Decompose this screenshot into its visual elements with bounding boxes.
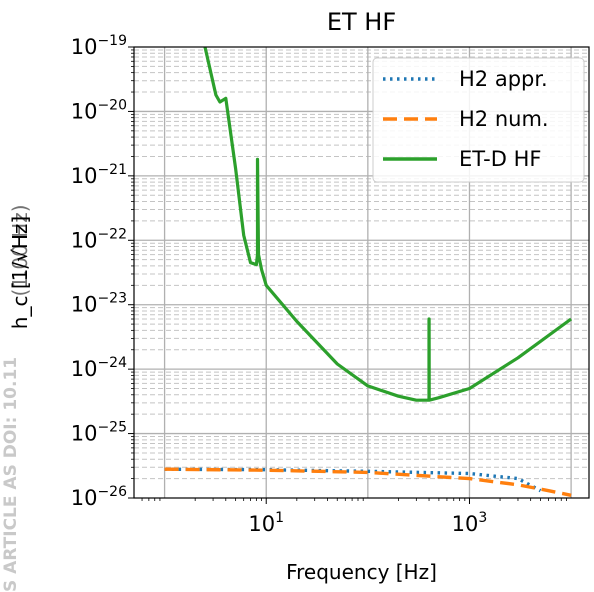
- axis-ticks: 10−19 10−20 10−21 10−22 10−23 10−24 10−25 10−26…: [71, 33, 567, 536]
- y-tick-label: 10−22: [71, 226, 127, 252]
- y-tick-label: 10−26: [71, 484, 127, 510]
- y-tick-label: 10−24: [71, 355, 127, 381]
- plot-lines: [164, 47, 573, 497]
- y-tick-label: 10−20: [71, 97, 127, 123]
- legend-label: H2 num.: [459, 107, 549, 131]
- x-axis-label: Frequency [Hz]: [286, 560, 437, 584]
- legend-label: ET-D HF: [459, 147, 541, 171]
- y-tick-label: 10−23: [71, 291, 127, 317]
- y-tick-label: 10−19: [71, 33, 127, 59]
- y-tick-label: 10−21: [71, 162, 127, 188]
- series-line-2: [164, 467, 572, 497]
- legend: H2 appr. H2 num. ET-D HF: [372, 57, 585, 183]
- x-tick-label: 101: [248, 510, 284, 536]
- x-tick-label: 103: [452, 510, 488, 536]
- legend-label: H2 appr.: [459, 67, 548, 91]
- y-axis-label-overlap: (1.00 Hz): [8, 204, 32, 296]
- y-axis-label: h_c [1/√Hz]: [8, 216, 32, 329]
- watermark-text: S ARTICLE AS DOI: 10.11: [1, 357, 21, 592]
- series-line-3: [203, 47, 573, 402]
- plot-frame: [133, 46, 590, 499]
- chart-title: ET HF: [327, 8, 396, 36]
- y-tick-label: 10−25: [71, 420, 127, 446]
- legend-box: [372, 57, 585, 183]
